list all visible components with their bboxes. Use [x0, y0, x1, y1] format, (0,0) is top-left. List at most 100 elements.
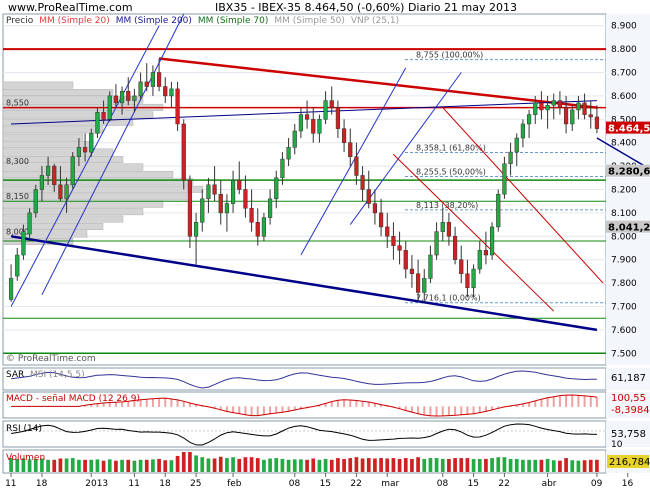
candle [206, 184, 211, 200]
candle [76, 147, 82, 157]
macd-bar [534, 400, 537, 407]
candle [422, 278, 427, 293]
macd-bar [158, 398, 161, 407]
candle [563, 107, 569, 125]
x-tick-label: 08 [289, 479, 301, 489]
x-tick-label: 18 [36, 479, 48, 489]
fibo-label: 7,716,1 (0,00%) [416, 294, 481, 303]
trend-lines [10, 13, 650, 332]
macd-bar [176, 399, 179, 407]
volume-bar [588, 459, 593, 472]
volume-bar [459, 458, 464, 472]
volume-bar [410, 458, 414, 472]
resistance-line [158, 57, 598, 109]
x-tick-label: 18 [159, 479, 171, 489]
volume-bar [385, 458, 390, 472]
candle [459, 259, 464, 274]
macd-bar [367, 402, 370, 407]
macd-bar [108, 402, 111, 407]
candle [58, 184, 63, 200]
macd-bar [262, 406, 265, 416]
volume-bar [262, 459, 266, 472]
volume-bar [188, 452, 192, 472]
support-line [10, 235, 598, 332]
volume-bar [292, 459, 297, 472]
candle [101, 112, 106, 120]
volume-bar [508, 458, 513, 472]
volume-bar [255, 458, 260, 472]
macd-bar [528, 402, 531, 407]
candle [280, 158, 285, 179]
macd-bar [552, 396, 555, 407]
candle [150, 72, 156, 87]
macd-bar [386, 405, 389, 407]
x-tick-label: mar [381, 479, 399, 489]
volume-bar [225, 458, 229, 472]
candle [360, 175, 365, 190]
macd-bar [244, 406, 247, 416]
macd-bar [472, 406, 475, 415]
volume-bar [200, 457, 205, 472]
candle [292, 130, 297, 148]
volume-bars [9, 452, 599, 472]
profile-bar [2, 133, 84, 141]
candle [169, 88, 174, 97]
macd-bar [145, 399, 148, 407]
channel-line [596, 137, 650, 171]
macd-bar [447, 406, 450, 417]
fibo-label: 8,358,1 (61,80%) [416, 144, 486, 153]
macd-bar [114, 402, 117, 407]
macd-bar [423, 406, 426, 416]
candle [249, 207, 254, 223]
volume-bar [317, 459, 322, 472]
candle [39, 175, 45, 190]
candle [452, 236, 458, 260]
candle [274, 177, 279, 200]
y-tick-label: 7.800 [611, 279, 637, 289]
volume-bar [477, 458, 482, 472]
profile-bar [2, 200, 164, 208]
x-tick-label: 08 [437, 479, 449, 489]
candle [483, 250, 489, 256]
sar-title: SAR [6, 370, 24, 380]
candle [230, 179, 236, 204]
volume-bar [206, 458, 211, 472]
candle [70, 156, 75, 186]
x-tick-label: 25 [190, 479, 201, 489]
rsi-panel: RSI (14) 53,758 10 [2, 420, 650, 450]
macd-bar [410, 406, 413, 413]
volume-bar [440, 458, 445, 472]
macd-bar [293, 406, 296, 411]
volume-bar [336, 458, 340, 472]
volume-bar [64, 458, 69, 472]
volume-bar [237, 458, 242, 472]
y-tick-label: 8.600 [611, 92, 637, 102]
volume-bar [231, 457, 235, 472]
legend-entry: Precio [6, 16, 34, 26]
x-tick-label: 16 [622, 479, 634, 489]
macd-bar [213, 406, 216, 409]
macd-bar [478, 406, 481, 414]
macd-bar [10, 406, 13, 407]
candle [489, 226, 495, 256]
macd-bar [151, 398, 154, 407]
volume-bar [428, 458, 433, 472]
sar-label: MSI (14,5,5) [30, 370, 85, 380]
x-tick-label: abr [542, 479, 557, 489]
candle [237, 179, 242, 190]
candle [428, 254, 433, 279]
price-tag-label: 8.041,2 [608, 223, 650, 234]
macd-bar [336, 400, 339, 407]
candle [261, 217, 267, 237]
profile-bar [2, 148, 114, 156]
macd-bar [373, 403, 376, 407]
volume-bar [305, 459, 309, 472]
y-tick-label: 8.100 [611, 209, 637, 219]
candle [311, 119, 316, 134]
volume-bar [360, 458, 365, 472]
volume-bar [558, 460, 562, 472]
volume-bar [101, 460, 106, 472]
mm200-line [11, 100, 597, 125]
candle [496, 193, 501, 228]
